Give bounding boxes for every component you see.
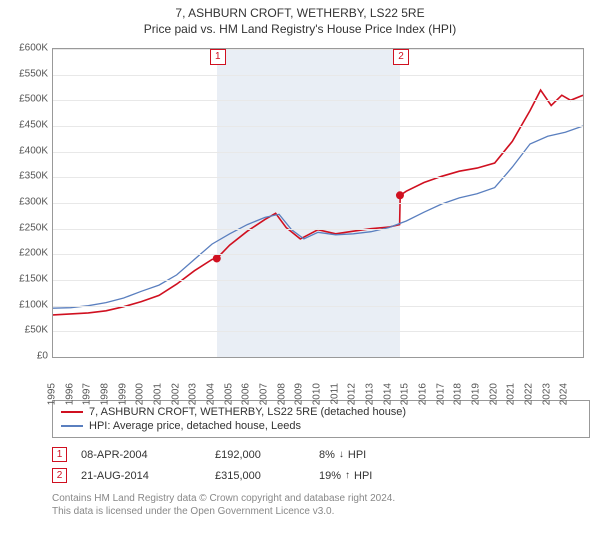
chart: £0£50K£100K£150K£200K£250K£300K£350K£400… [10, 44, 590, 394]
plot-area: 12 [52, 48, 584, 358]
footer-line: This data is licensed under the Open Gov… [52, 505, 590, 518]
legend-label: HPI: Average price, detached house, Leed… [89, 420, 301, 432]
sale-date: 21-AUG-2014 [81, 470, 201, 482]
y-axis-labels: £0£50K£100K£150K£200K£250K£300K£350K£400… [10, 48, 50, 358]
sale-delta: 8% ↓ HPI [319, 449, 429, 461]
legend-swatch [61, 425, 83, 427]
legend-row: 7, ASHBURN CROFT, WETHERBY, LS22 5RE (de… [61, 405, 581, 419]
delta-pct: 8% [319, 449, 335, 461]
sale-row: 2 21-AUG-2014 £315,000 19% ↑ HPI [52, 465, 590, 486]
delta-suffix: HPI [354, 470, 372, 482]
page: 7, ASHBURN CROFT, WETHERBY, LS22 5RE Pri… [0, 6, 600, 560]
arrow-up-icon: ↑ [345, 470, 350, 481]
sale-marker-icon: 2 [393, 49, 409, 65]
page-subtitle: Price paid vs. HM Land Registry's House … [0, 22, 600, 36]
delta-pct: 19% [319, 470, 341, 482]
sale-marker-icon: 1 [210, 49, 226, 65]
legend: 7, ASHBURN CROFT, WETHERBY, LS22 5RE (de… [52, 400, 590, 438]
sales-table: 1 08-APR-2004 £192,000 8% ↓ HPI 2 21-AUG… [52, 444, 590, 486]
x-axis-labels: 1995199619971998199920002001200220032004… [52, 360, 584, 394]
footer-line: Contains HM Land Registry data © Crown c… [52, 492, 590, 505]
sale-delta: 19% ↑ HPI [319, 470, 429, 482]
sale-marker-icon: 1 [52, 447, 67, 462]
legend-swatch [61, 411, 83, 413]
arrow-down-icon: ↓ [339, 449, 344, 460]
delta-suffix: HPI [348, 449, 366, 461]
sale-row: 1 08-APR-2004 £192,000 8% ↓ HPI [52, 444, 590, 465]
sale-price: £315,000 [215, 470, 305, 482]
sale-price: £192,000 [215, 449, 305, 461]
legend-row: HPI: Average price, detached house, Leed… [61, 419, 581, 433]
sale-date: 08-APR-2004 [81, 449, 201, 461]
sale-marker-icon: 2 [52, 468, 67, 483]
page-title: 7, ASHBURN CROFT, WETHERBY, LS22 5RE [0, 6, 600, 20]
legend-label: 7, ASHBURN CROFT, WETHERBY, LS22 5RE (de… [89, 406, 406, 418]
footer: Contains HM Land Registry data © Crown c… [52, 492, 590, 518]
